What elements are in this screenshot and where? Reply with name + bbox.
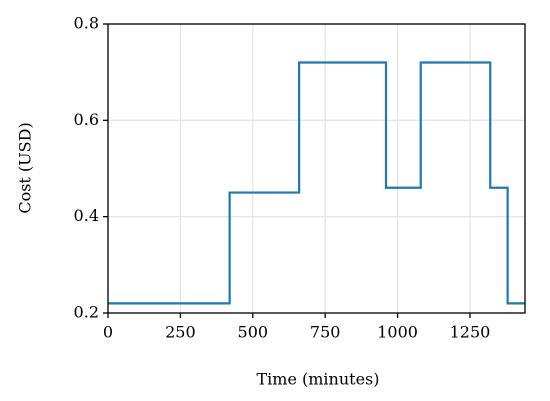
- y-tick-label: 0.4: [74, 206, 99, 225]
- y-tick-label: 0.2: [74, 303, 99, 322]
- x-tick-label: 250: [165, 323, 196, 342]
- x-tick-label: 1250: [450, 323, 491, 342]
- x-axis-label: Time (minutes): [256, 370, 379, 389]
- y-tick-label: 0.6: [74, 110, 99, 129]
- y-axis-label: Cost (USD): [16, 122, 35, 213]
- plot-frame: [107, 23, 526, 314]
- x-tick-label: 500: [238, 323, 269, 342]
- x-tick-label: 1000: [377, 323, 418, 342]
- x-tick-label: 750: [310, 323, 341, 342]
- x-tick-label: 0: [103, 323, 113, 342]
- y-tick-label: 0.8: [74, 14, 99, 33]
- step-line: [108, 61, 525, 305]
